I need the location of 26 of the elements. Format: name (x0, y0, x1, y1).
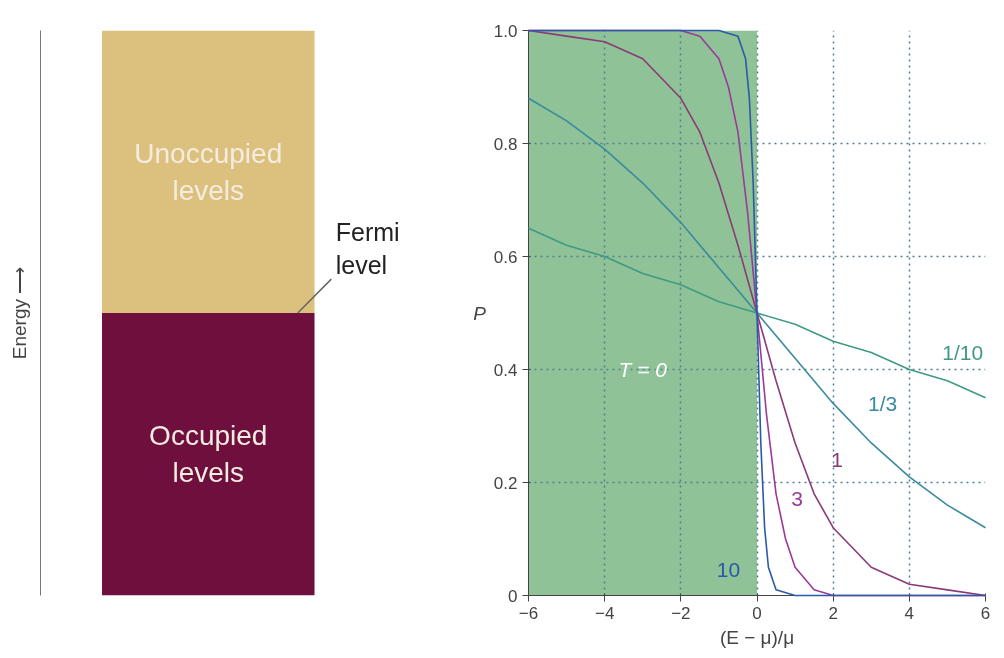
series-label: Occupied levels (149, 420, 268, 489)
y-axis-title: P (473, 302, 487, 324)
series-label: 10 (716, 558, 741, 582)
x-tick-label: 4 (904, 603, 915, 623)
series-label: 1/10 (942, 341, 984, 365)
x-tick-label: −6 (518, 603, 539, 623)
series-label: Unoccupied levels (134, 137, 283, 206)
text: Fermi level (335, 217, 400, 280)
y-tick-label: 0.6 (493, 247, 518, 267)
y-tick-label: 0 (508, 586, 518, 606)
y-tick-label: 0.4 (493, 360, 518, 380)
x-tick-label: −2 (671, 603, 691, 623)
y-tick-label: 0.8 (493, 134, 518, 154)
x-axis-title: (E − μ)/μ (719, 626, 795, 648)
series-label: 1 (831, 447, 843, 471)
series-label: 1/3 (868, 391, 898, 415)
y-axis-title: Energy ⟶ (8, 266, 30, 360)
x-tick-label: 2 (828, 603, 838, 623)
x-tick-label: 0 (752, 603, 762, 623)
line-series (527, 97, 987, 529)
x-tick-label: −4 (594, 603, 615, 623)
series-label: T = 0 (618, 358, 668, 381)
y-tick-label: 0.2 (493, 473, 518, 493)
x-tick-label: 6 (980, 603, 991, 623)
series-label: 3 (791, 487, 803, 511)
y-tick-label: 1.0 (493, 21, 518, 41)
